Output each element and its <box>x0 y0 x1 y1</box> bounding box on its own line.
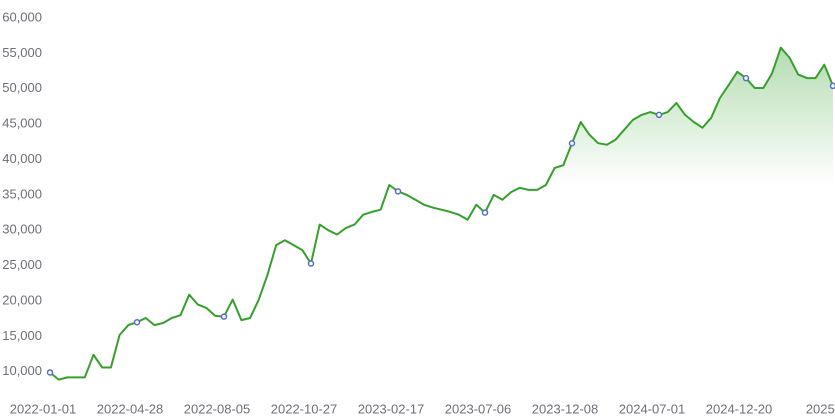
y-tick-label: 30,000 <box>2 222 42 237</box>
y-tick-label: 35,000 <box>2 186 42 201</box>
marker <box>829 82 835 90</box>
x-tick-label: 2023-02-17 <box>358 401 425 416</box>
x-tick-label: 2023-07-06 <box>445 401 512 416</box>
marker <box>307 260 315 267</box>
y-tick-label: 25,000 <box>2 257 42 272</box>
line <box>49 46 834 381</box>
x-tick-label: 2022-10-27 <box>271 401 338 416</box>
x-tick-label: 2022-04-28 <box>97 401 164 416</box>
area <box>50 47 833 393</box>
x-tick-label: 2022-01-01 <box>10 401 77 416</box>
y-tick-label: 10,000 <box>2 363 42 378</box>
marker <box>742 74 750 82</box>
x-tick-label: 2025-0 <box>806 401 835 416</box>
x-tick-label: 2023-12-08 <box>532 401 599 416</box>
y-tick-label: 60,000 <box>2 9 42 24</box>
y-tick-label: 50,000 <box>2 80 42 95</box>
marker <box>220 313 228 320</box>
x-tick-label: 2022-08-05 <box>184 401 251 416</box>
marker <box>568 139 576 147</box>
marker <box>46 369 54 376</box>
marker <box>133 318 141 326</box>
y-tick-label: 45,000 <box>2 116 42 131</box>
y-tick-label: 40,000 <box>2 151 42 166</box>
y-tick-label: 15,000 <box>2 328 42 343</box>
x-tick-label: 2024-07-01 <box>619 401 686 416</box>
y-tick-label: 20,000 <box>2 292 42 307</box>
y-tick-label: 55,000 <box>2 45 42 60</box>
marker <box>655 111 663 119</box>
marker <box>481 209 489 216</box>
x-tick-label: 2024-12-20 <box>706 401 773 416</box>
marker <box>394 188 402 195</box>
